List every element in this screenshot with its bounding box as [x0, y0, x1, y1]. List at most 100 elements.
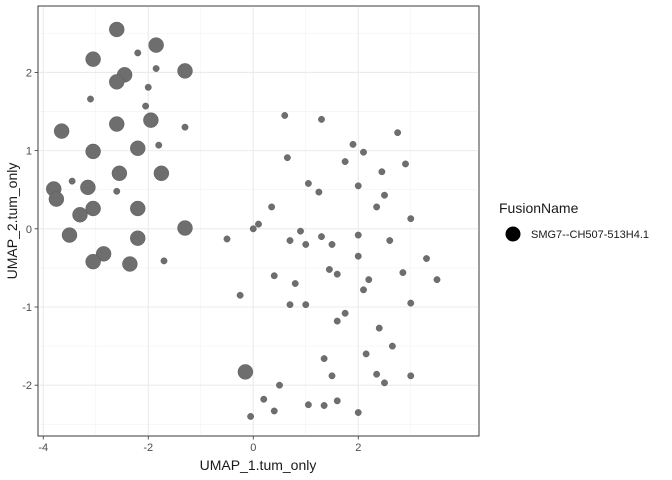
- data-point-large: [109, 116, 125, 132]
- data-point-large: [109, 21, 125, 38]
- data-point-large: [177, 220, 193, 236]
- data-point-large: [122, 256, 138, 272]
- data-point-large: [130, 230, 146, 246]
- data-point-small: [260, 395, 268, 403]
- data-point-small: [433, 276, 441, 284]
- x-axis-ticks: -4 -2 0 2: [38, 436, 361, 454]
- data-point-small: [286, 237, 294, 244]
- data-point-small: [155, 141, 163, 149]
- data-point-small: [381, 379, 388, 387]
- data-point-small: [181, 123, 189, 131]
- x-tick-label: -4: [38, 442, 48, 454]
- data-point-small: [302, 241, 310, 248]
- data-point-small: [378, 168, 386, 176]
- data-point-small: [134, 49, 142, 57]
- data-point-small: [354, 409, 362, 416]
- data-point-small: [373, 203, 381, 211]
- data-point-small: [407, 372, 415, 380]
- legend-title: FusionName: [499, 200, 579, 216]
- data-point-small: [315, 188, 323, 196]
- data-point-large: [111, 165, 128, 182]
- data-point-small: [365, 276, 373, 284]
- data-point-large: [85, 200, 101, 217]
- data-point-small: [68, 177, 76, 185]
- data-point-small: [270, 272, 278, 280]
- grid-major: [38, 6, 479, 436]
- data-points: [46, 21, 441, 420]
- data-point-small: [304, 180, 312, 187]
- data-point-large: [85, 51, 101, 67]
- data-point-small: [341, 158, 349, 165]
- data-point-small: [249, 225, 257, 233]
- data-point-large: [61, 227, 78, 243]
- data-point-large: [53, 123, 70, 139]
- data-point-large: [48, 191, 65, 207]
- data-point-small: [349, 140, 357, 148]
- data-point-small: [142, 102, 150, 110]
- data-point-small: [152, 65, 160, 72]
- data-point-small: [407, 215, 415, 223]
- y-tick-label: -2: [22, 380, 32, 392]
- data-point-small: [276, 381, 283, 389]
- data-point-small: [399, 269, 407, 276]
- data-point-small: [318, 233, 325, 241]
- panel-frame: [37, 5, 480, 437]
- legend: FusionName SMG7--CH507-513H4.1: [499, 200, 649, 242]
- y-tick-label: 1: [26, 146, 32, 158]
- y-tick-label: 2: [26, 67, 32, 79]
- data-point-large: [148, 37, 164, 53]
- y-tick-label: -1: [22, 302, 32, 314]
- data-point-small: [144, 83, 152, 91]
- data-point-small: [402, 160, 409, 168]
- data-point-large: [130, 200, 146, 217]
- data-point-small: [386, 237, 394, 244]
- data-point-large: [85, 143, 101, 160]
- data-point-large: [109, 74, 125, 90]
- data-point-small: [320, 402, 328, 409]
- data-point-small: [255, 220, 262, 228]
- legend-label: SMG7--CH507-513H4.1: [531, 229, 649, 241]
- y-axis-ticks: -2 -1 0 1 2: [22, 67, 38, 392]
- x-axis-title: UMAP_1.tum_only: [200, 457, 317, 473]
- data-point-small: [302, 301, 310, 309]
- legend-key-circle: [505, 226, 521, 242]
- data-point-small: [354, 252, 362, 260]
- data-point-small: [360, 148, 367, 156]
- data-point-small: [328, 372, 336, 380]
- data-point-large: [95, 246, 112, 262]
- data-point-small: [407, 299, 415, 307]
- data-point-small: [394, 129, 402, 137]
- y-tick-label: 0: [26, 224, 32, 236]
- data-point-large: [177, 63, 193, 79]
- data-point-small: [341, 309, 349, 317]
- data-point-small: [325, 266, 333, 273]
- data-point-small: [328, 241, 336, 248]
- data-point-small: [375, 324, 383, 332]
- data-point-small: [286, 301, 294, 309]
- data-point-small: [113, 187, 121, 195]
- data-point-small: [333, 270, 341, 278]
- data-point-small: [362, 350, 370, 358]
- data-point-large: [153, 165, 170, 182]
- data-point-small: [333, 397, 341, 405]
- x-tick-label: 2: [355, 442, 361, 454]
- data-point-small: [360, 286, 367, 294]
- data-point-large: [80, 179, 96, 196]
- data-point-small: [318, 115, 325, 123]
- data-point-small: [268, 203, 276, 211]
- data-point-large: [130, 140, 146, 156]
- data-point-small: [247, 413, 255, 420]
- data-point-small: [223, 235, 231, 243]
- y-axis-title: UMAP_2.tum_only: [4, 163, 20, 280]
- data-point-small: [236, 291, 244, 299]
- x-tick-label: 0: [250, 442, 256, 454]
- data-point-small: [281, 112, 289, 119]
- data-point-small: [160, 257, 168, 265]
- data-point-large: [72, 207, 88, 223]
- data-point-small: [304, 401, 312, 409]
- data-point-small: [333, 317, 341, 325]
- data-point-large: [237, 364, 254, 380]
- data-point-small: [354, 231, 362, 239]
- data-point-small: [270, 407, 278, 415]
